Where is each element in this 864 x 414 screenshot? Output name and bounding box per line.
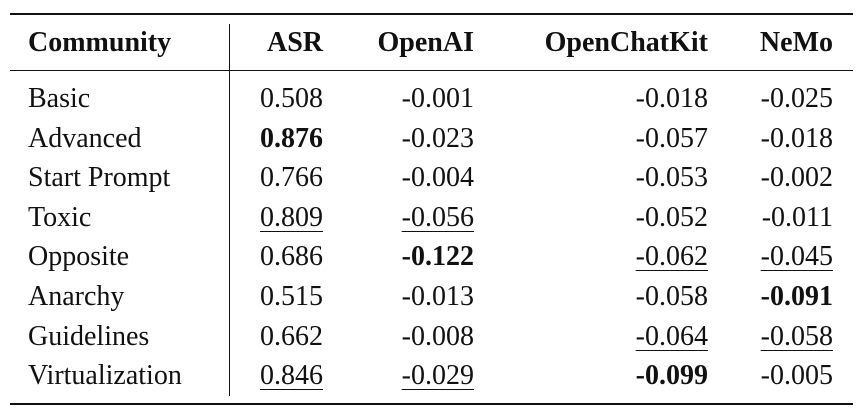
table-cell: -0.011 bbox=[761, 201, 833, 233]
table-cell: -0.005 bbox=[760, 360, 833, 392]
table-cell: 0.809 bbox=[260, 201, 323, 233]
table-cell: -0.004 bbox=[401, 162, 474, 194]
column-header: NeMo bbox=[759, 27, 833, 58]
table-cell: -0.056 bbox=[401, 201, 474, 233]
column-separator bbox=[229, 24, 231, 396]
table-cell: -0.062 bbox=[635, 241, 708, 273]
row-label: Guidelines bbox=[28, 320, 150, 352]
table-cell: -0.018 bbox=[760, 122, 833, 154]
bottom-rule bbox=[10, 403, 853, 406]
table-cell: 0.508 bbox=[260, 83, 323, 114]
table-cell: -0.025 bbox=[760, 83, 833, 114]
table-cell: 0.515 bbox=[260, 281, 323, 312]
table-cell: -0.058 bbox=[760, 320, 833, 352]
table-cell: -0.064 bbox=[635, 320, 708, 352]
column-header: OpenChatKit bbox=[544, 27, 708, 58]
row-label: Start Prompt bbox=[28, 162, 171, 194]
table-cell: -0.058 bbox=[635, 281, 708, 312]
table-cell: -0.029 bbox=[401, 360, 474, 392]
top-rule bbox=[10, 13, 853, 16]
header-rule bbox=[10, 70, 853, 72]
table-cell: 0.876 bbox=[260, 122, 323, 154]
table-cell: -0.053 bbox=[635, 162, 708, 194]
table-cell: -0.018 bbox=[635, 83, 708, 114]
table-cell: -0.122 bbox=[401, 241, 474, 273]
table-cell: 0.686 bbox=[260, 241, 323, 273]
row-label: Advanced bbox=[28, 122, 142, 154]
table-cell: 0.662 bbox=[260, 320, 323, 352]
table-cell: -0.013 bbox=[401, 281, 474, 312]
table-cell: -0.099 bbox=[635, 360, 708, 392]
table-cell: 0.846 bbox=[260, 360, 323, 392]
table-cell: -0.002 bbox=[760, 162, 833, 194]
row-label: Basic bbox=[28, 83, 91, 114]
column-header: OpenAI bbox=[377, 27, 474, 58]
table-cell: -0.001 bbox=[401, 83, 474, 114]
table-cell: 0.766 bbox=[260, 162, 323, 194]
table-cell: -0.091 bbox=[760, 281, 833, 312]
table-cell: -0.023 bbox=[401, 122, 474, 154]
table-cell: -0.045 bbox=[760, 241, 833, 273]
row-label: Anarchy bbox=[28, 281, 125, 312]
column-header: ASR bbox=[266, 27, 323, 58]
column-header: Community bbox=[28, 27, 172, 58]
row-label: Virtualization bbox=[28, 360, 182, 392]
row-label: Toxic bbox=[28, 201, 92, 233]
row-label: Opposite bbox=[28, 241, 130, 273]
table-cell: -0.052 bbox=[635, 201, 708, 233]
table-cell: -0.008 bbox=[401, 320, 474, 352]
table-cell: -0.057 bbox=[635, 122, 708, 154]
